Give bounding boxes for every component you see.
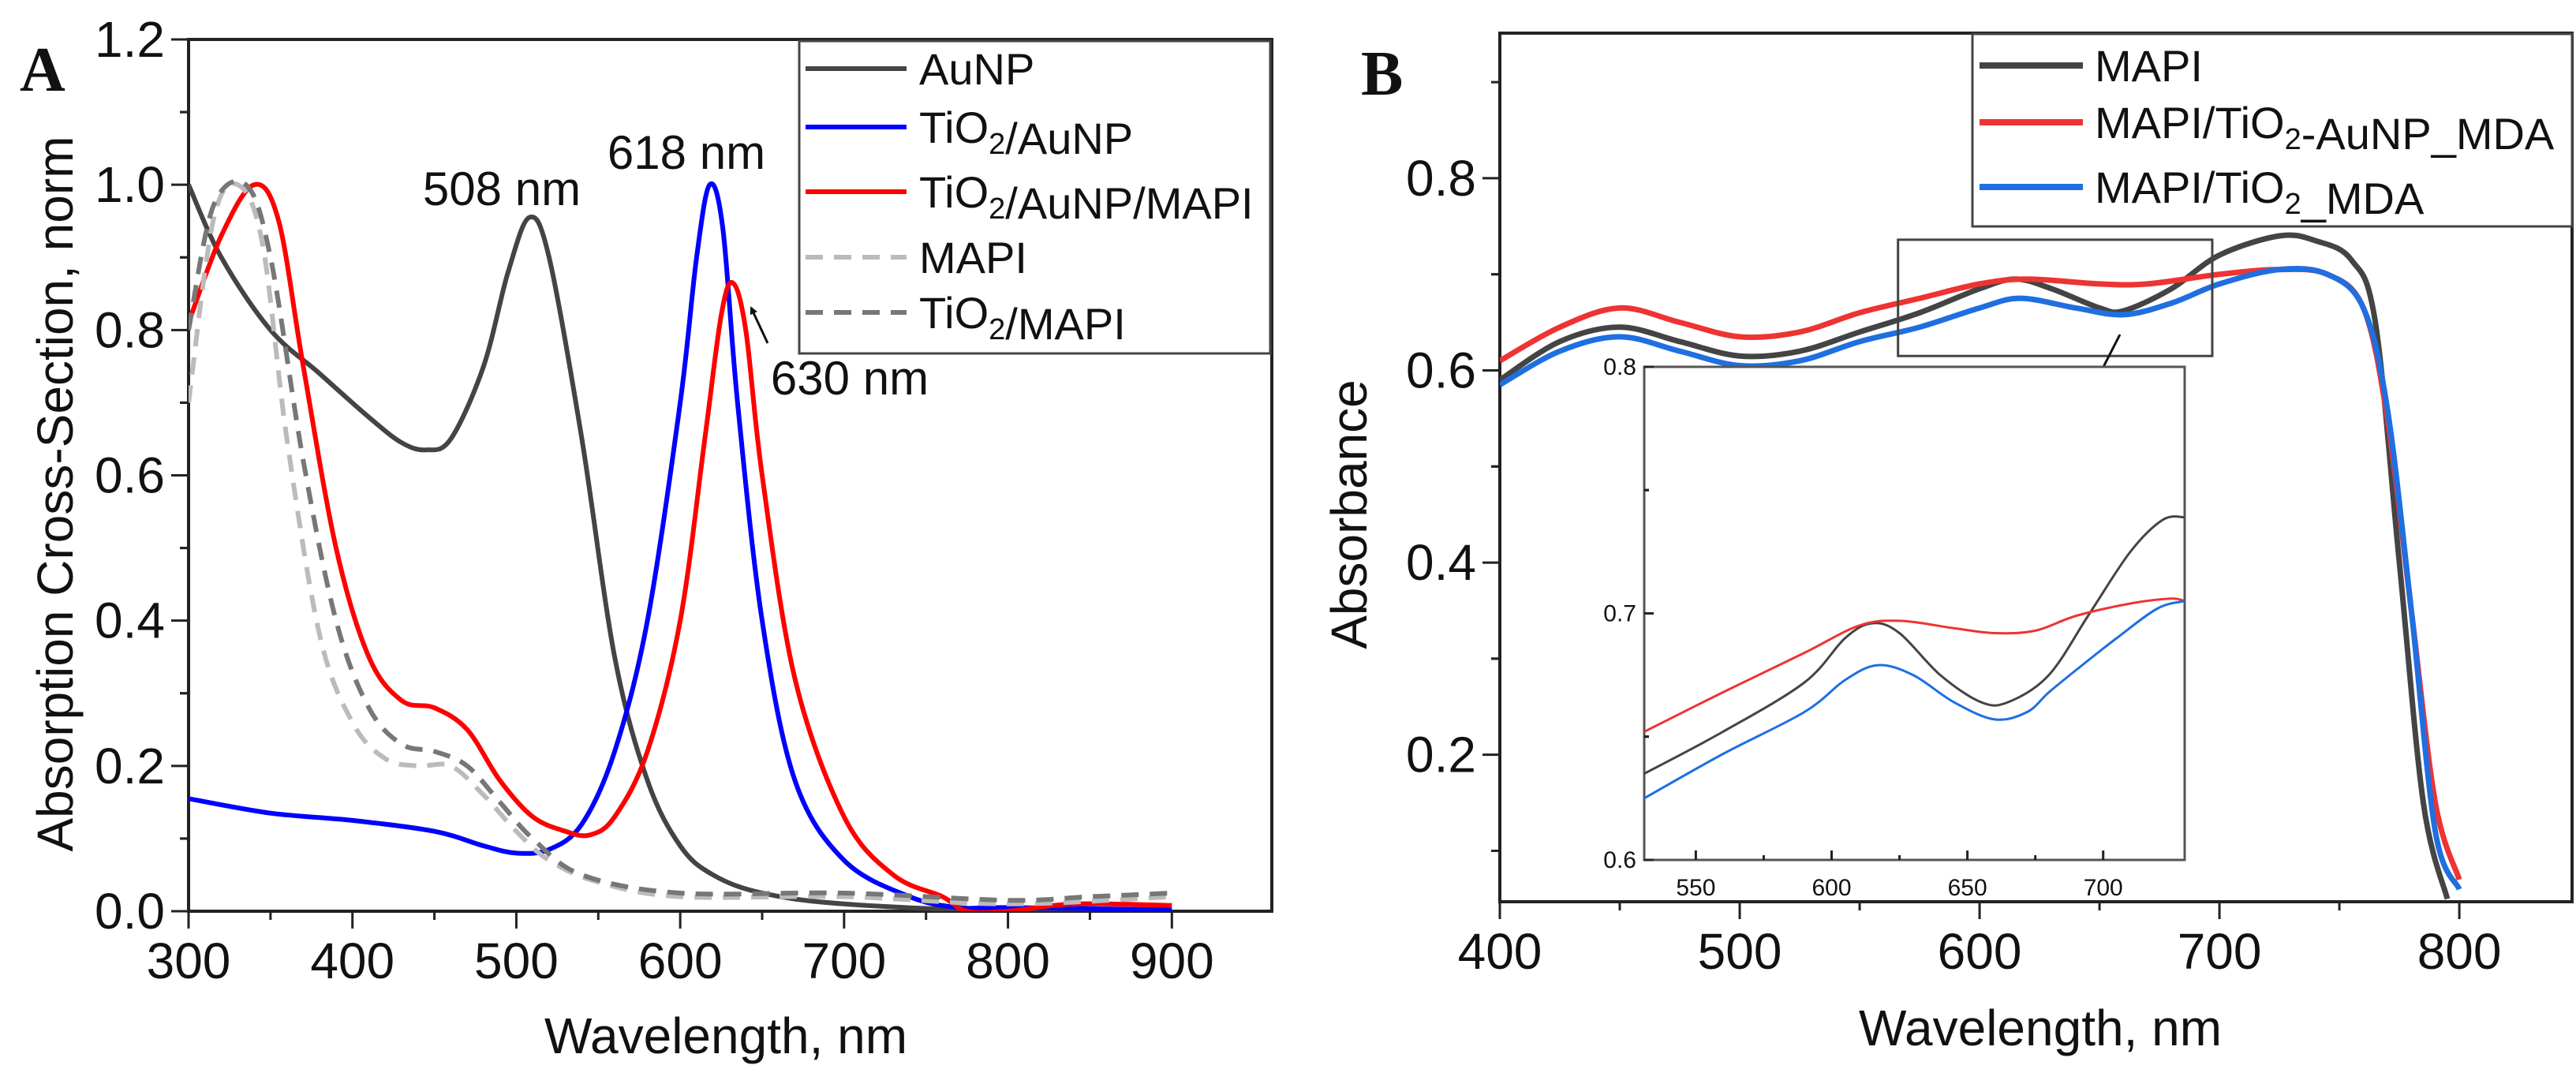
inset-series: [1644, 515, 2185, 800]
y-tick-label: 0.6: [1603, 847, 1636, 873]
y-tick-label: 0.8: [1603, 354, 1636, 380]
x-tick-label: 500: [1698, 923, 1782, 980]
x-tick-label: 300: [147, 933, 231, 989]
zoom-region-box: [1897, 238, 2214, 357]
legend-label: MAPI/TiO2_MDA: [2095, 163, 2425, 223]
y-tick-label: 1.0: [95, 156, 165, 213]
legend-label: AuNP: [919, 44, 1034, 94]
x-tick-label: 400: [1458, 923, 1542, 980]
panel-a-label: A: [20, 36, 65, 105]
legend-label: MAPI/TiO2-AuNP_MDA: [2095, 98, 2555, 159]
panel-a-ticks: 300 400 500 600 700 800 900 0.0 0.2 0.4 0.6 0.8 1.0 1…: [95, 11, 1214, 989]
y-tick-label: 0.6: [95, 447, 165, 504]
legend-label: MAPI: [2095, 41, 2203, 91]
panel-b: B 400 500 600 700 800 0.2 0.4 0.6 0.8 Wavelength…: [1321, 32, 2574, 1056]
x-tick-label: 900: [1130, 933, 1214, 989]
legend-label: TiO2/AuNP/MAPI: [919, 167, 1254, 228]
inset-ticks: 550 600 650 700 0.6 0.7 0.8: [1603, 354, 2122, 901]
panel-a-x-axis-title: Wavelength, nm: [544, 1007, 907, 1064]
x-tick-label: 600: [1938, 923, 2022, 980]
x-tick-label: 500: [474, 933, 559, 989]
series-line-tio2-aunp-mapi: [189, 181, 1172, 911]
panel-a: A 300 400 500 600 700 800 900 0.0 0.2 0.4 0.6 0.8 1.…: [20, 11, 1273, 1064]
series-line-mapi-tio2-mda: [1500, 266, 2462, 891]
series-line-aunp: [189, 183, 1172, 911]
x-tick-label: 800: [2417, 923, 2502, 980]
panel-a-y-axis-title: Absorption Cross-Section, norm: [27, 136, 84, 851]
series-line-mapi-tio2-aunp-mda: [1644, 597, 2185, 733]
panel-a-series: [189, 178, 1172, 911]
annotation-630nm: 630 nm: [771, 352, 929, 405]
panel-b-label: B: [1361, 39, 1403, 109]
y-tick-label: 0.7: [1603, 601, 1636, 627]
inset-frame: [1643, 365, 2186, 862]
x-tick-label: 700: [2084, 875, 2123, 901]
y-tick-label: 0.4: [95, 592, 165, 649]
legend-label: TiO2/MAPI: [919, 288, 1126, 349]
x-tick-label: 650: [1948, 875, 1987, 901]
panel-b-ticks: 400 500 600 700 800 0.2 0.4 0.6 0.8: [1406, 80, 2502, 980]
annotation-630nm-arrow: [750, 306, 769, 344]
x-tick-label: 550: [1676, 875, 1715, 901]
series-line-mapi: [189, 181, 1172, 906]
x-tick-label: 600: [638, 933, 723, 989]
y-tick-label: 1.2: [95, 11, 165, 68]
series-line-tio2-mapi: [189, 178, 1172, 903]
y-tick-label: 0.2: [1406, 727, 1476, 783]
legend-label: TiO2/AuNP: [919, 103, 1133, 163]
panel-b-series: [1500, 232, 2462, 900]
annotation-508nm: 508 nm: [423, 163, 581, 215]
x-tick-label: 700: [2178, 923, 2262, 980]
y-tick-label: 0.8: [1406, 150, 1476, 207]
x-tick-label: 700: [802, 933, 886, 989]
panel-b-x-axis-title: Wavelength, nm: [1859, 1000, 2222, 1056]
x-tick-label: 600: [1811, 875, 1851, 901]
y-tick-label: 0.8: [95, 301, 165, 358]
inset-plot: 550 600 650 700 0.6 0.7 0.8: [1603, 354, 2186, 901]
x-tick-label: 400: [310, 933, 394, 989]
legend-label: MAPI: [919, 233, 1027, 282]
y-tick-label: 0.2: [95, 738, 165, 794]
y-tick-label: 0.0: [95, 883, 165, 940]
annotation-618nm: 618 nm: [608, 126, 765, 179]
panel-b-y-axis-title: Absorbance: [1321, 379, 1378, 649]
series-line-mapi: [1644, 515, 2185, 775]
series-line-mapi-tio2-mda: [1644, 600, 2185, 800]
series-line-tio2-aunp: [189, 181, 1172, 911]
x-tick-label: 800: [966, 933, 1050, 989]
y-tick-label: 0.6: [1406, 342, 1476, 398]
y-tick-label: 0.4: [1406, 534, 1476, 591]
